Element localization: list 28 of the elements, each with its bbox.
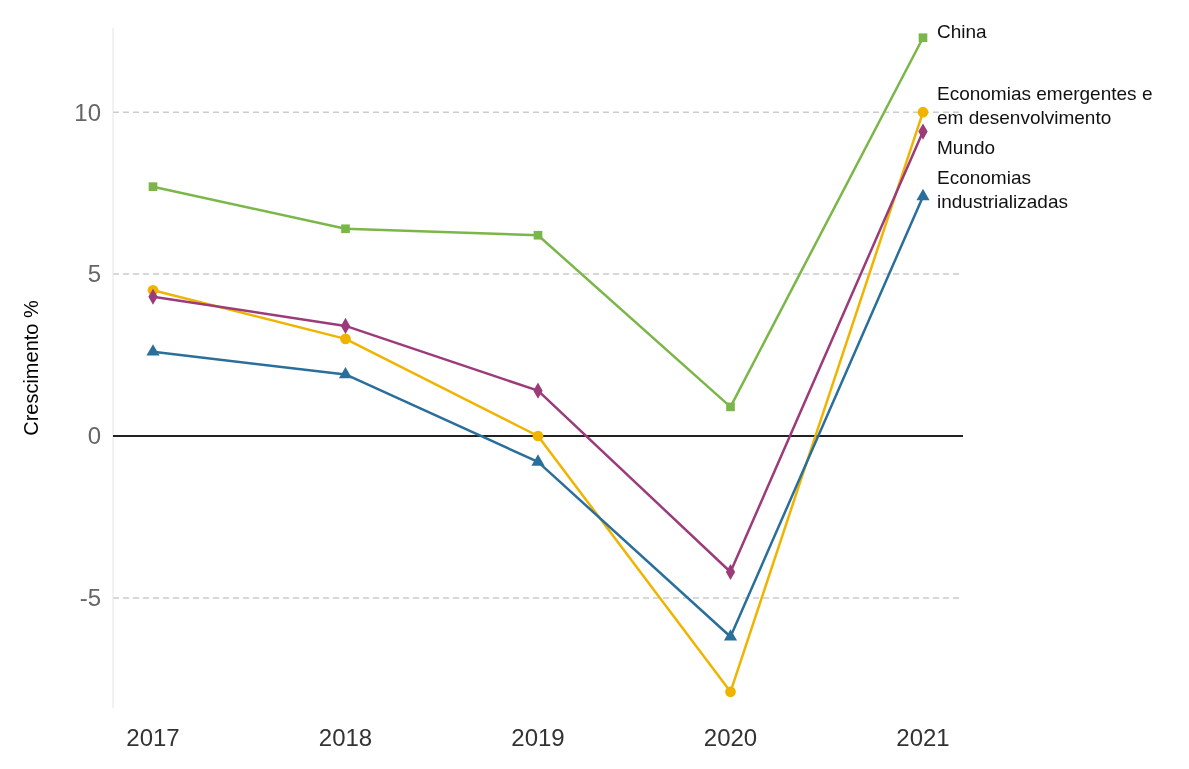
y-axis-title: Crescimento %	[20, 299, 42, 436]
point	[340, 333, 351, 345]
series-label: Economias emergentes e em desenvolvimento	[937, 83, 1153, 129]
series-label: China	[937, 20, 988, 42]
point	[725, 686, 736, 698]
point	[916, 188, 930, 201]
point	[148, 182, 158, 191]
y-tick-label: -5	[79, 584, 101, 612]
point	[341, 224, 350, 234]
point	[531, 454, 545, 466]
x-tick-label: 2018	[318, 724, 373, 751]
x-tick-label: 2017	[126, 724, 180, 751]
y-tick-label: 5	[87, 260, 101, 288]
x-tick-label: 2019	[511, 724, 565, 751]
point	[917, 106, 929, 118]
y-tick-label: 10	[74, 98, 101, 126]
point	[532, 430, 544, 442]
point	[918, 33, 928, 43]
point	[726, 402, 735, 412]
point	[146, 344, 160, 356]
y-tick-label: 0	[87, 422, 101, 450]
series-label: Economias industrializadas	[937, 167, 1068, 213]
x-tick-label: 2020	[703, 724, 758, 751]
x-tick-label: 2021	[896, 724, 950, 751]
series-label: Mundo	[937, 137, 996, 159]
point	[533, 230, 543, 240]
point	[723, 629, 738, 641]
point	[338, 366, 353, 379]
